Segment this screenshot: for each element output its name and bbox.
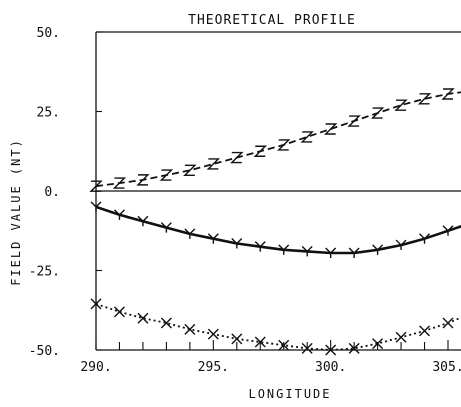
data-point-marker: [278, 339, 290, 351]
data-point-marker: [230, 151, 244, 164]
data-point-marker: [136, 174, 150, 186]
data-point-marker: [159, 169, 174, 181]
y-axis-title: FIELD VALUE (NT): [9, 138, 23, 286]
data-point-marker: [206, 158, 221, 170]
chart-title: THEORETICAL PROFILE: [188, 13, 356, 28]
data-point-marker: [325, 344, 337, 356]
series-layer: [89, 88, 461, 356]
x-tick-label: 300.: [315, 360, 346, 375]
data-point-marker: [348, 247, 360, 259]
y-tick-label: -25.: [29, 265, 60, 280]
data-point-marker: [395, 331, 407, 343]
series-x: [90, 298, 461, 356]
series-z: [89, 88, 461, 192]
data-point-marker: [89, 180, 103, 192]
data-point-marker: [417, 93, 432, 105]
series-y: [90, 201, 461, 259]
data-point-marker: [278, 244, 290, 255]
series-line: [95, 205, 461, 255]
data-point-marker: [301, 245, 313, 257]
y-tick-label: 25.: [37, 106, 60, 121]
data-point-marker: [442, 317, 454, 329]
data-point-marker: [394, 99, 408, 111]
data-point-marker: [372, 244, 384, 255]
data-point-marker: [207, 233, 219, 244]
x-axis-title: LONGITUDE: [248, 387, 331, 401]
data-point-marker: [372, 338, 384, 350]
data-point-marker: [348, 342, 360, 354]
data-point-marker: [347, 115, 361, 127]
data-point-marker: [395, 239, 407, 251]
data-point-marker: [301, 342, 313, 354]
data-point-marker: [254, 241, 266, 252]
data-point-marker: [137, 215, 149, 227]
y-tick-label: 0.: [44, 185, 60, 200]
data-point-marker: [184, 323, 196, 335]
data-point-marker: [113, 209, 125, 220]
data-point-marker: [90, 201, 102, 212]
data-point-marker: [254, 336, 266, 348]
data-point-marker: [325, 247, 337, 259]
data-point-marker: [300, 131, 314, 143]
y-tick-label: 50.: [37, 26, 60, 41]
data-point-marker: [419, 233, 431, 244]
data-point-marker: [113, 306, 125, 318]
data-point-marker: [160, 317, 172, 329]
series-line: [95, 91, 461, 188]
data-point-marker: [112, 177, 127, 189]
data-point-marker: [137, 312, 149, 324]
series-line: [95, 303, 461, 351]
data-point-marker: [184, 228, 196, 239]
data-point-marker: [441, 88, 455, 100]
data-point-marker: [419, 325, 431, 337]
data-point-marker: [160, 222, 172, 233]
x-tick-label: 295.: [198, 360, 229, 375]
data-point-marker: [323, 123, 338, 135]
data-point-marker: [370, 107, 385, 119]
data-point-marker: [253, 145, 267, 157]
x-tick-label: 290.: [80, 360, 111, 375]
data-point-marker: [231, 237, 243, 249]
data-point-marker: [207, 328, 219, 340]
data-point-marker: [442, 225, 454, 236]
data-point-marker: [183, 164, 197, 177]
data-point-marker: [277, 139, 291, 151]
axes: 290. 295. 300. 305. 50. 25. 0. -25. -50.: [29, 26, 461, 375]
data-point-marker: [90, 298, 102, 310]
y-tick-label: -50.: [29, 344, 60, 359]
x-tick-label: 305.: [432, 360, 461, 375]
data-point-marker: [231, 333, 243, 345]
